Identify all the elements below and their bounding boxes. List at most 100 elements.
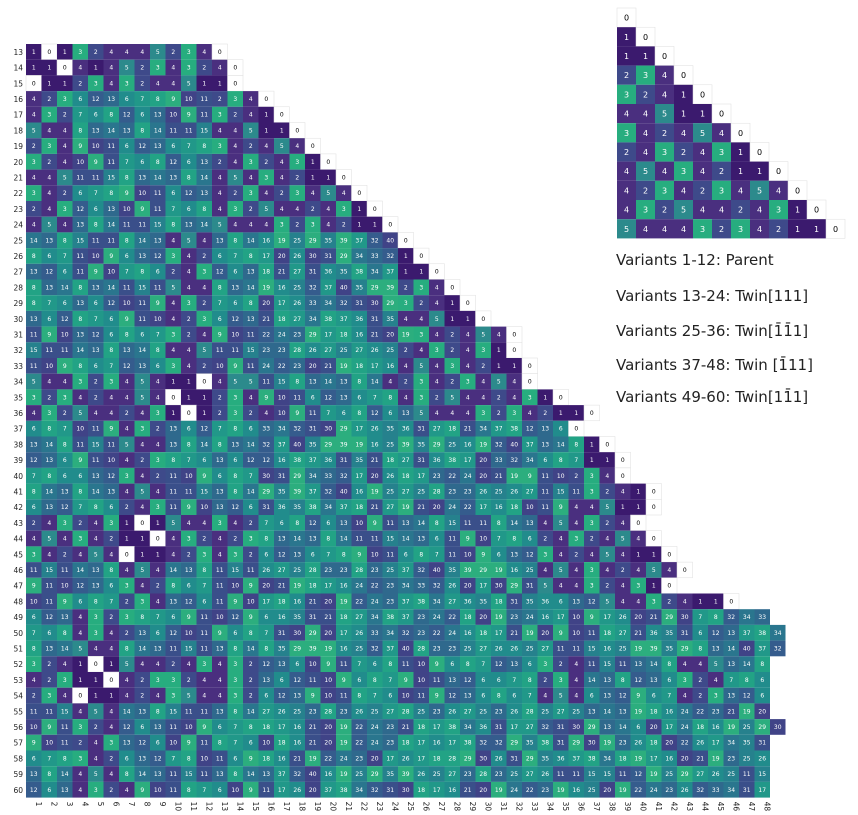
twin-cell-value: 36 [650,630,658,637]
twin-cell-value: 6 [590,693,594,700]
twin-cell-value: 7 [326,551,330,558]
twin-cell [274,138,290,154]
twin-cell [382,326,398,343]
twin-cell-value: 26 [448,708,456,715]
twin-cell-value: 3 [233,677,237,684]
twin-cell-value: 15 [278,379,286,386]
twin-cell-value: 11 [61,724,69,731]
parent-cell [655,84,674,104]
twin-cell-value: 11 [45,347,53,354]
twin-cell-value: 4 [125,787,129,794]
twin-cell [134,216,150,233]
twin-cell [258,106,274,123]
twin-cell-value: 0 [574,426,578,433]
twin-cell [196,169,212,186]
twin-cell-value: 1 [218,80,222,87]
twin-cell-value: 6 [125,96,129,103]
twin-cell-value: 13 [727,661,735,668]
twin-cell-value: 38 [588,755,596,762]
twin-cell-value: 10 [154,787,162,794]
twin-cell-value: 33 [758,614,766,621]
twin-cell-value: 4 [109,394,113,401]
twin-cell-value: 4 [94,410,98,417]
twin-cell-value: 13 [30,316,38,323]
twin-cell-value: 11 [30,708,38,715]
parent-cell-value: 0 [719,110,724,119]
twin-cell-value: 14 [107,222,115,229]
twin-cell-value: 1 [187,394,191,401]
col-label: 30 [483,802,492,812]
twin-cell [491,326,507,343]
twin-cell-value: 19 [340,363,348,370]
twin-cell-value: 16 [278,284,286,291]
twin-cell [134,138,150,154]
twin-cell-value: 3 [466,379,470,386]
twin-cell-value: 31 [557,740,565,747]
twin-cell-value: 4 [109,410,113,417]
row-label: 33 [13,362,23,371]
twin-cell [212,358,228,374]
twin-cell-value: 8 [125,331,129,338]
twin-cell-value: 32 [293,426,301,433]
twin-cell [26,201,42,217]
twin-cell-value: 3 [512,410,516,417]
twin-cell-value: 11 [76,253,84,260]
parent-cell-value: 4 [700,167,705,176]
twin-cell-value: 2 [171,49,175,56]
twin-cell-value: 37 [758,645,766,652]
twin-cell [88,44,104,60]
twin-cell-value: 2 [187,316,191,323]
parent-cell-value: 1 [681,90,686,99]
twin-cell-value: 12 [169,159,177,166]
twin-cell-value: 1 [63,49,67,56]
twin-cell [26,91,42,107]
twin-cell-value: 5 [187,237,191,244]
twin-cell-value: 6 [264,551,268,558]
twin-cell-value: 5 [171,284,175,291]
twin-cell-value: 1 [404,253,408,260]
twin-cell [119,75,135,92]
twin-cell-value: 2 [543,410,547,417]
twin-cell [181,75,197,92]
twin-cell-value: 2 [109,614,113,621]
twin-cell-value: 31 [355,300,363,307]
twin-cell-value: 1 [714,598,718,605]
twin-cell-value: 3 [156,457,160,464]
parent-cell [655,104,674,124]
twin-cell-value: 3 [140,598,144,605]
twin-cell [367,326,383,343]
twin-cell-value: 37 [324,787,332,794]
twin-cell-value: 6 [233,755,237,762]
twin-cell-value: 26 [712,771,720,778]
twin-cell-value: 11 [107,143,115,150]
twin-cell-value: 4 [311,190,315,197]
twin-cell-value: 8 [125,174,129,181]
col-label: 36 [576,802,585,812]
twin-cell-value: 8 [202,143,206,150]
twin-cell-value: 34 [309,316,317,323]
parent-cell-value: 2 [624,71,629,80]
twin-cell-value: 13 [92,284,100,291]
twin-cell-value: 4 [636,567,640,574]
twin-cell-value: 12 [619,693,627,700]
twin-cell-value: 8 [621,677,625,684]
parent-cell-value: 4 [719,206,724,215]
twin-cell-value: 2 [125,504,129,511]
parent-cell-value: 3 [776,206,781,215]
twin-cell-value: 14 [169,567,177,574]
twin-cell-value: 11 [448,536,456,543]
twin-cell [212,122,228,139]
row-label: 21 [13,173,23,182]
twin-cell [165,248,181,264]
twin-cell-value: 4 [156,80,160,87]
twin-cell-value: 3 [652,598,656,605]
twin-cell-value: 10 [526,504,534,511]
parent-cell [674,123,693,143]
twin-cell-value: 30 [681,614,689,621]
twin-cell-value: 10 [572,630,580,637]
twin-cell [72,295,88,311]
twin-cell-value: 6 [94,300,98,307]
twin-cell [351,216,367,233]
twin-cell-value: 6 [47,253,51,260]
twin-cell-value: 2 [94,379,98,386]
